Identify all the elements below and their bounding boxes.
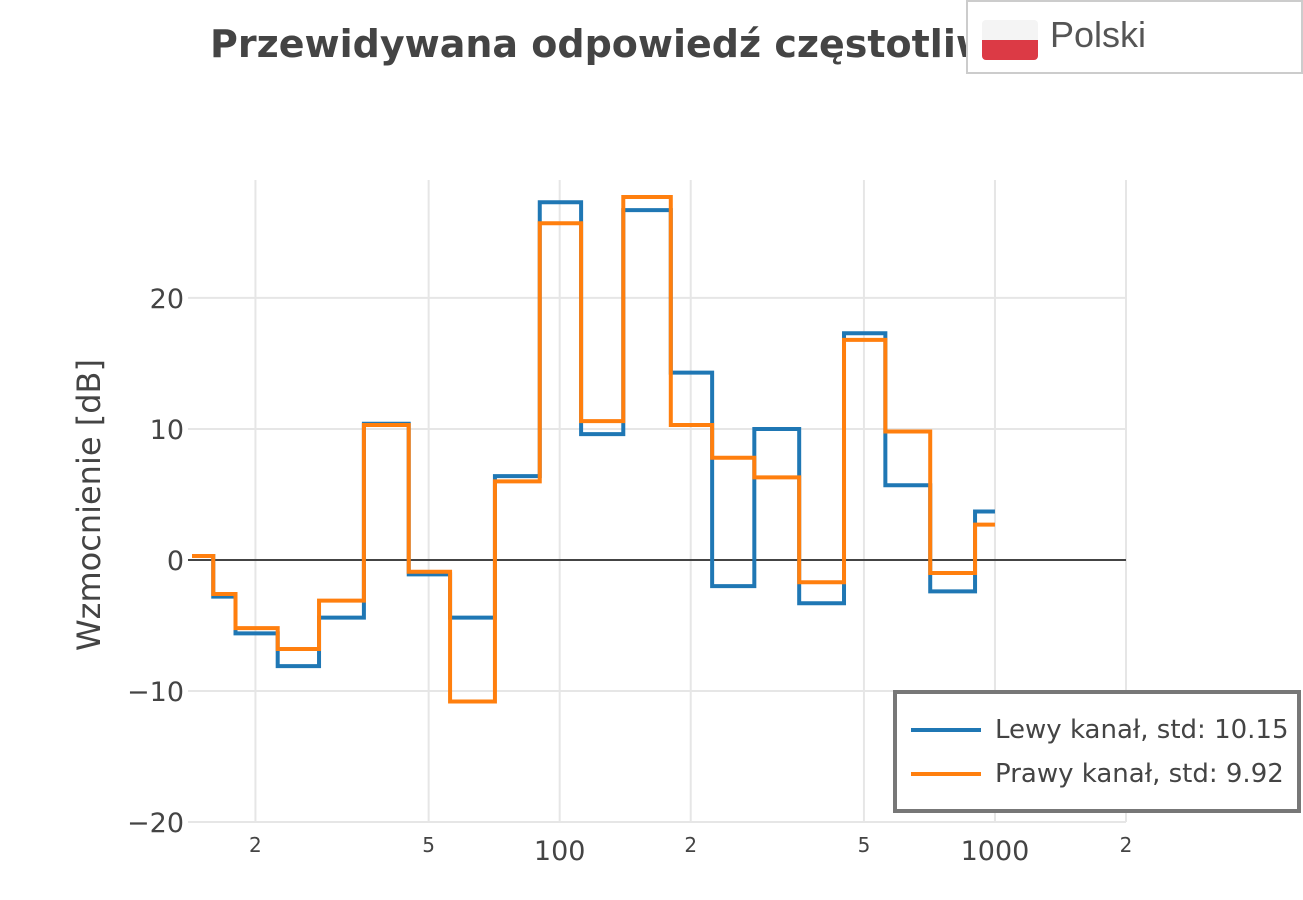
x-tick-label: 2 [684, 833, 697, 857]
legend-swatch-right [911, 772, 981, 776]
language-label: Polski [1050, 14, 1147, 55]
x-tick-label: 100 [534, 836, 586, 867]
y-axis-label: Wzmocnienie [dB] [70, 359, 108, 651]
poland-flag-icon [982, 20, 1038, 60]
x-tick-label: 1000 [961, 836, 1030, 867]
x-tick-label: 2 [1120, 833, 1133, 857]
y-tick-label: −10 [127, 677, 184, 708]
legend-swatch-left [911, 728, 981, 732]
series-line-right [192, 195, 995, 704]
series-layer [192, 195, 995, 704]
x-tick-label: 5 [858, 833, 871, 857]
legend-item-right[interactable]: Prawy kanał, std: 9.92 [911, 756, 1284, 792]
legend-item-left[interactable]: Lewy kanał, std: 10.15 [911, 712, 1289, 748]
legend-label-left: Lewy kanał, std: 10.15 [995, 715, 1289, 745]
x-tick-label: 2 [249, 833, 262, 857]
legend-label-right: Prawy kanał, std: 9.92 [995, 759, 1284, 789]
legend[interactable]: Lewy kanał, std: 10.15 Prawy kanał, std:… [893, 690, 1301, 813]
y-tick-label: 0 [167, 546, 184, 577]
x-tick-label: 5 [422, 833, 435, 857]
chart-title: Przewidywana odpowiedź częstotliwo [210, 22, 1018, 66]
y-tick-label: 10 [150, 415, 184, 446]
y-tick-label: 20 [150, 284, 184, 315]
y-tick-label: −20 [127, 808, 184, 839]
series-line-left [192, 200, 995, 669]
language-selector[interactable]: Polski [966, 0, 1303, 74]
